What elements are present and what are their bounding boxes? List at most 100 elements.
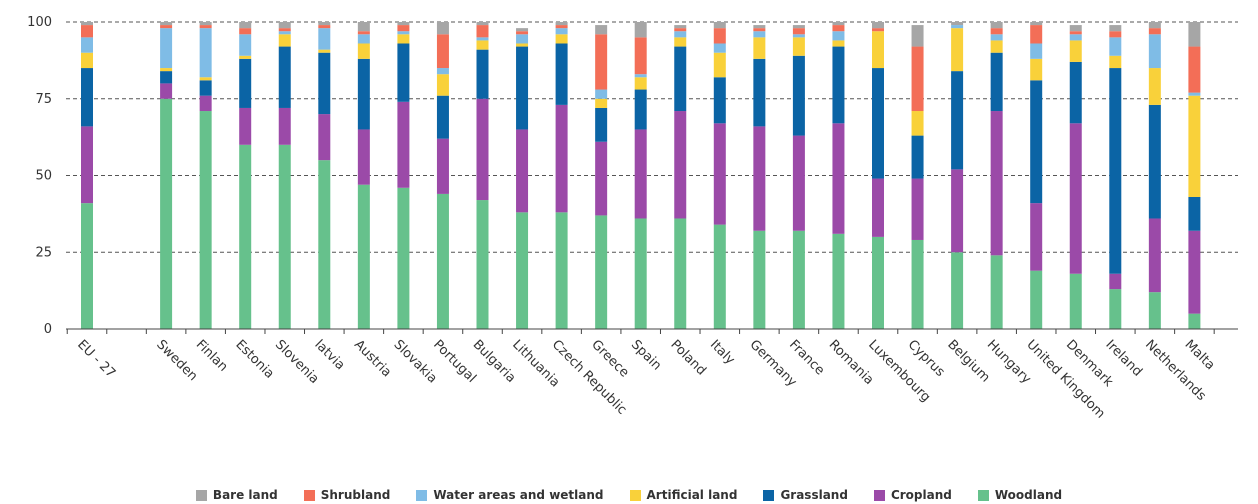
bar-segment-woodland [872,236,884,329]
bar-segment-water-areas-and-wetland [1030,43,1043,59]
bar-segment-bare-land [199,22,212,26]
x-category-label: latvia [311,337,347,373]
bar-segment-cropland [990,111,1003,256]
bar-segment-woodland [357,184,370,329]
bar-segment-grassland [397,43,410,102]
x-category-label: Finlan [193,337,231,375]
bar-segment-bare-land [713,22,726,29]
legend-swatch [416,489,428,501]
bar-segment-grassland [81,68,93,127]
bar-segment-cropland [753,126,766,231]
legend: Bare land Shrubland Water areas and wetlan… [0,487,1258,503]
legend-item: Water areas and wetland [416,488,604,502]
bar-segment-bare-land [1148,22,1161,29]
bar-segment-cropland [872,178,884,237]
bar-segment-water-areas-and-wetland [1069,34,1082,41]
bar-segment-shrubland [832,25,845,32]
bar-segment-shrubland [713,28,726,44]
bar-segment-water-areas-and-wetland [1109,37,1122,56]
bar-segment-woodland [911,239,924,329]
legend-item: Bare land [195,488,278,502]
bar-segment-bare-land [911,25,924,47]
bar-segment-artificial-land [436,74,449,96]
bar-segment-bare-land [753,25,766,29]
bar-segment-woodland [753,230,766,329]
bar-segment-water-areas-and-wetland [516,34,529,44]
bar-segment-woodland [476,200,489,329]
bar-segment-grassland [1188,196,1201,231]
bar-segment-shrubland [674,28,687,32]
bar-segment-cropland [357,129,370,185]
y-tick-label: 50 [35,169,52,184]
bar-segment-grassland [1030,80,1043,204]
bar-segment-artificial-land [199,77,212,81]
bar-segment-cropland [792,135,805,231]
bar-segment-bare-land [81,22,93,26]
legend-swatch [629,489,641,501]
bar-segment-artificial-land [674,37,687,47]
x-category-label: Poland [667,337,708,378]
x-category-label: Bulgaria [470,337,519,386]
bar-segment-artificial-land [318,49,331,53]
bar-segment-artificial-land [239,55,252,59]
bar-segment-bare-land [555,22,568,26]
bar-segment-cropland [199,95,212,112]
bar-segment-grassland [199,80,212,96]
bar-segment-bare-land [872,22,884,29]
bar-segment-water-areas-and-wetland [397,31,410,35]
bar-segment-bare-land [436,22,449,35]
bar-segment-shrubland [516,31,529,35]
legend-swatch [977,489,989,501]
bar-segment-water-areas-and-wetland [555,28,568,35]
bar-segment-water-areas-and-wetland [792,34,805,38]
bar-segment-grassland [436,95,449,139]
legend-swatch [195,489,207,501]
bar-segment-water-areas-and-wetland [476,37,489,41]
bar-segment-grassland [357,58,370,130]
bar-segment-cropland [1109,273,1122,290]
bar-segment-cropland [1148,218,1161,293]
bar-segment-bare-land [397,22,410,26]
bar-segment-grassland [160,71,173,84]
bar-segment-shrubland [1148,28,1161,35]
bar-segment-artificial-land [753,37,766,59]
legend-swatch [873,489,885,501]
bar-segment-water-areas-and-wetland [634,74,647,78]
bar-segment-cropland [436,138,449,194]
bar-segment-shrubland [397,25,410,32]
bar-segment-woodland [990,255,1003,329]
bar-segment-grassland [1109,68,1122,274]
bar-segment-grassland [832,46,845,124]
bar-segment-bare-land [318,22,331,26]
bar-segment-cropland [1069,123,1082,274]
bar-segment-artificial-land [278,34,291,47]
bar-segment-bare-land [357,22,370,32]
bar-segment-shrubland [1109,31,1122,38]
bar-segment-artificial-land [1148,68,1161,105]
bar-segment-artificial-land [357,43,370,59]
bar-segment-bare-land [160,22,173,26]
bar-segment-woodland [199,111,212,329]
bar-segment-grassland [1069,61,1082,124]
bar-segment-cropland [1188,230,1201,314]
bar-segment-woodland [1148,292,1161,329]
bar-segment-artificial-land [555,34,568,44]
bar-segment-bare-land [990,22,1003,29]
bar-segment-woodland [516,212,529,329]
bar-segment-water-areas-and-wetland [753,31,766,38]
legend-swatch [763,489,775,501]
bar-segment-woodland [278,144,291,329]
bar-segment-shrubland [436,34,449,69]
bar-segment-cropland [1030,203,1043,271]
legend-label: Grassland [780,488,848,502]
bar-segment-artificial-land [160,68,173,72]
bar-segment-woodland [81,203,93,329]
bar-segment-grassland [753,58,766,127]
bar-segment-shrubland [357,31,370,35]
bar-segment-shrubland [634,37,647,75]
bar-segment-woodland [595,215,608,329]
bar-segment-water-areas-and-wetland [1188,92,1201,96]
bar-segment-shrubland [239,28,252,35]
